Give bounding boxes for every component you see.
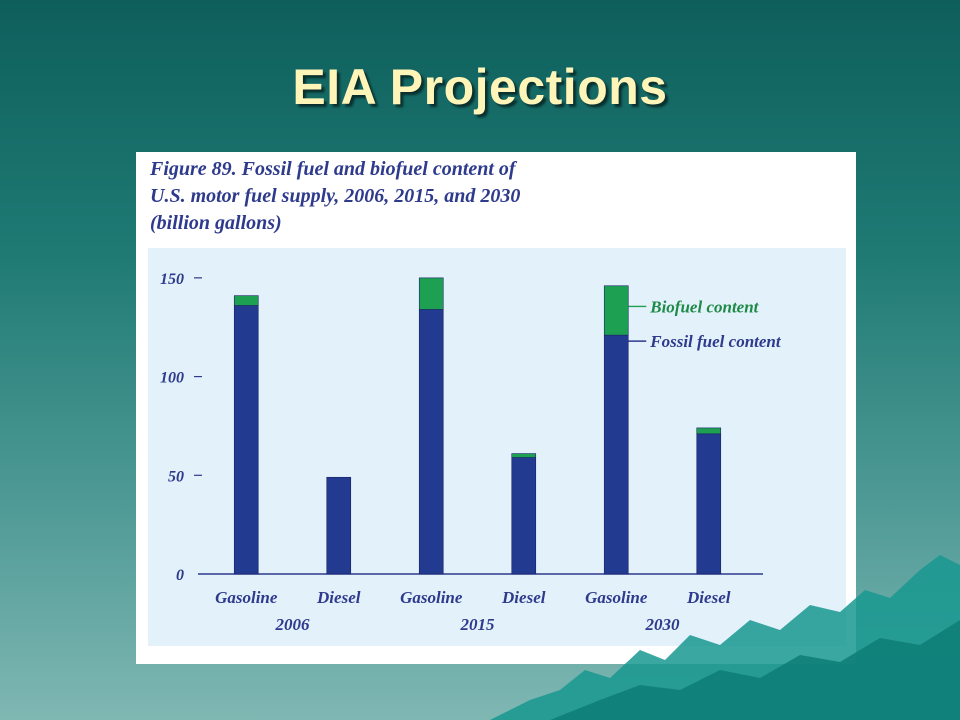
x-category-label: Gasoline [400, 588, 463, 607]
bar-biofuel-segment [233, 295, 259, 306]
bar-biofuel-segment [603, 285, 629, 336]
figure-caption: Figure 89. Fossil fuel and biofuel conte… [150, 156, 750, 237]
x-category-label: Diesel [686, 588, 731, 607]
x-category-label: Diesel [316, 588, 361, 607]
bar-fossil-segment [233, 305, 259, 575]
x-category-label: Diesel [501, 588, 546, 607]
plot-area: 0 50 100 150 Gasoline Diesel Gasoline Diesel Gas… [148, 248, 846, 646]
bar-fossil-segment [418, 309, 444, 575]
x-group-year-label: 2030 [645, 615, 681, 634]
legend-label-biofuel: Biofuel content [649, 297, 759, 316]
bar-biofuel-segment [696, 427, 722, 435]
mountain-decoration [490, 555, 960, 720]
legend-label-fossil: Fossil fuel content [649, 332, 782, 351]
y-tick-label: 0 [176, 567, 184, 584]
slide-title: EIA Projections [292, 59, 668, 115]
y-tick-label: 50 [168, 468, 184, 485]
bar-biofuel-segment [511, 453, 537, 458]
caption-line-1: Figure 89. Fossil fuel and biofuel conte… [150, 158, 516, 180]
x-group-year-label: 2006 [275, 615, 311, 634]
stacked-bar-chart: 0 50 100 150 Gasoline Diesel Gasoline Diesel Gas… [160, 271, 782, 634]
caption-line-3: (billion gallons) [150, 212, 282, 234]
bar-fossil-segment [696, 433, 722, 575]
bar-fossil-segment [326, 476, 352, 575]
y-tick-label: 100 [160, 370, 184, 387]
y-tick-label: 150 [160, 271, 184, 288]
caption-line-2: U.S. motor fuel supply, 2006, 2015, and … [150, 185, 521, 207]
bar-fossil-segment [603, 334, 629, 575]
bar-biofuel-segment [418, 277, 444, 310]
x-group-year-label: 2015 [460, 615, 496, 634]
x-category-label: Gasoline [585, 588, 648, 607]
bar-fossil-segment [511, 457, 537, 575]
x-category-label: Gasoline [215, 588, 278, 607]
figure-panel: Figure 89. Fossil fuel and biofuel conte… [136, 152, 856, 664]
